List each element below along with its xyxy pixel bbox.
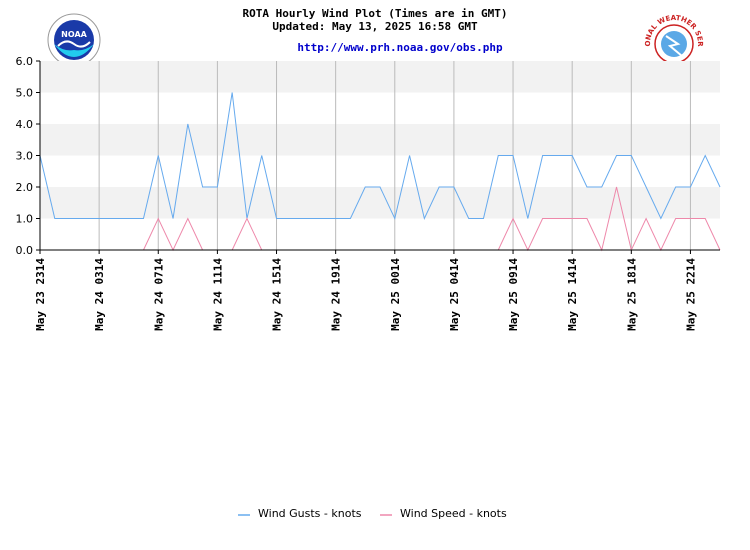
x-tick-label: May 24 1914 xyxy=(330,258,343,331)
grid-band xyxy=(40,61,720,93)
grid-band xyxy=(40,155,720,187)
noaa-logo-text: NOAA xyxy=(61,30,87,39)
series-lines xyxy=(39,92,721,252)
y-tick-label: 4.0 xyxy=(16,118,34,131)
x-tick-label: May 23 2314 xyxy=(34,258,47,331)
legend: Wind Gusts - knots Wind Speed - knots xyxy=(238,507,507,520)
grid-band xyxy=(40,218,720,250)
grid-band xyxy=(40,124,720,156)
x-axis-ticks: May 23 2314 May 24 0314 May 24 0714 May 24 … xyxy=(34,250,697,331)
x-tick-label: May 25 2214 xyxy=(684,258,697,331)
series-line-speed xyxy=(497,186,721,252)
plot-background xyxy=(40,61,720,250)
legend-label-speed: Wind Speed - knots xyxy=(400,507,507,520)
legend-item-speed: Wind Speed - knots xyxy=(380,507,507,520)
chart-title: ROTA Hourly Wind Plot (Times are in GMT) xyxy=(243,7,508,20)
x-tick-label: May 25 1414 xyxy=(566,258,579,331)
legend-item-gusts: Wind Gusts - knots xyxy=(238,507,362,520)
y-tick-label: 1.0 xyxy=(16,213,34,226)
x-tick-label: May 25 0914 xyxy=(507,258,520,331)
x-tick-label: May 24 0314 xyxy=(93,258,106,331)
x-tick-label: May 24 1514 xyxy=(271,258,284,331)
y-axis-ticks: 0.0 1.0 2.0 3.0 4.0 5.0 6.0 xyxy=(16,55,40,257)
y-tick-label: 3.0 xyxy=(16,150,34,163)
y-tick-label: 2.0 xyxy=(16,181,34,194)
x-tick-label: May 24 0714 xyxy=(152,258,165,331)
y-tick-label: 0.0 xyxy=(16,244,34,257)
legend-label-gusts: Wind Gusts - knots xyxy=(258,507,362,520)
y-tick-label: 5.0 xyxy=(16,87,34,100)
obs-url-link[interactable]: http://www.prh.noaa.gov/obs.php xyxy=(297,41,503,54)
grid-band xyxy=(40,92,720,124)
y-tick-label: 6.0 xyxy=(16,55,34,68)
noaa-logo: NOAA xyxy=(47,13,101,67)
x-tick-label: May 25 0414 xyxy=(448,258,461,331)
x-tick-label: May 24 1114 xyxy=(211,258,224,331)
series-line-speed xyxy=(231,217,263,251)
x-tick-label: May 25 1814 xyxy=(625,258,638,331)
grid-band xyxy=(40,187,720,219)
series-line-gusts xyxy=(39,92,721,221)
chart-updated: Updated: May 13, 2025 16:58 GMT xyxy=(272,20,478,33)
x-tick-label: May 25 0014 xyxy=(389,258,402,331)
